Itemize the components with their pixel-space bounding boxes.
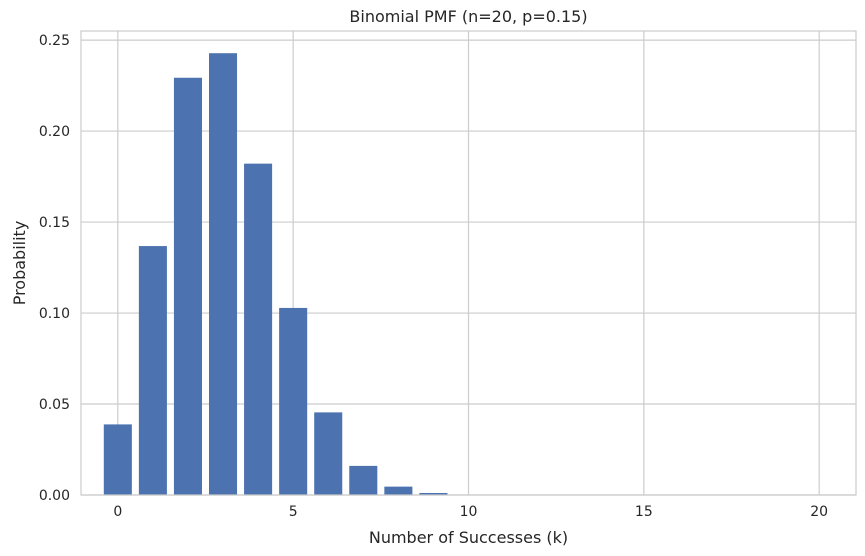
y-tick-labels: 0.00 0.05 0.10 0.15 0.20 0.25 <box>39 33 70 504</box>
y-axis-label: Probability <box>10 221 29 306</box>
y-tick-label: 0.25 <box>39 33 70 49</box>
x-tick-labels: 0 5 10 15 20 <box>113 504 828 520</box>
bar <box>314 412 343 495</box>
bar <box>419 492 448 495</box>
x-tick-label: 5 <box>289 504 298 520</box>
y-tick-label: 0.00 <box>39 488 70 504</box>
x-axis-label: Number of Successes (k) <box>369 528 568 547</box>
x-tick-label: 10 <box>460 504 478 520</box>
bar <box>349 465 378 495</box>
x-tick-label: 0 <box>113 504 122 520</box>
chart-title: Binomial PMF (n=20, p=0.15) <box>349 7 587 26</box>
bar <box>208 53 238 495</box>
bar <box>173 77 202 496</box>
x-tick-label: 20 <box>810 504 828 520</box>
y-tick-label: 0.10 <box>39 306 70 322</box>
y-tick-label: 0.15 <box>39 215 70 231</box>
plot-frame <box>80 30 857 496</box>
bar <box>384 486 413 495</box>
y-tick-label: 0.20 <box>39 124 70 140</box>
bar <box>244 163 273 495</box>
bar <box>103 424 132 495</box>
x-tick-label: 15 <box>635 504 653 520</box>
bar <box>138 246 167 495</box>
y-tick-label: 0.05 <box>39 397 70 413</box>
bars <box>103 53 483 496</box>
bar <box>279 307 308 495</box>
